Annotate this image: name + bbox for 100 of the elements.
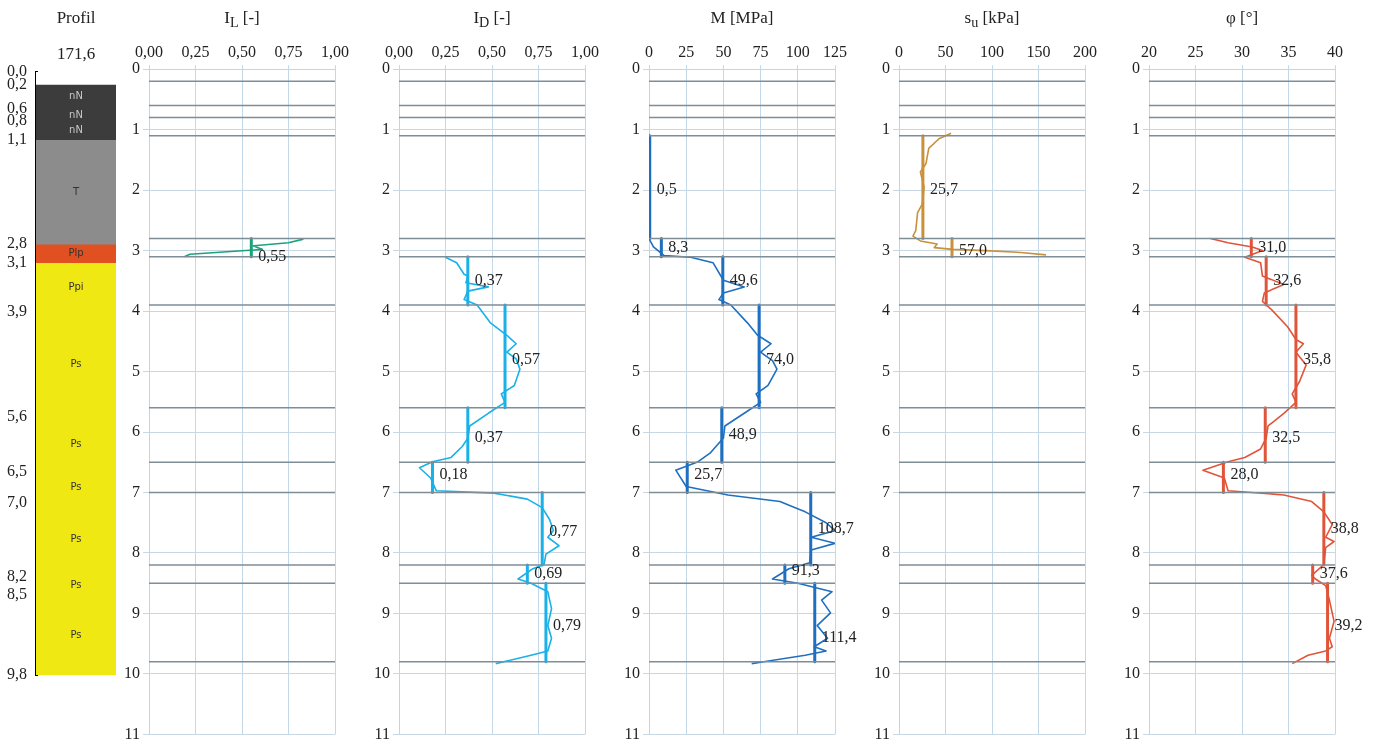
y-tick-label: 5 <box>632 361 640 379</box>
x-tick-label: 0,50 <box>478 42 506 60</box>
x-tick-label: 150 <box>1026 42 1051 60</box>
y-tick-label: 2 <box>1132 180 1140 198</box>
chart-title: φ [°] <box>1225 8 1259 28</box>
chart-title: s$_{u}$ [kPa] <box>964 8 1020 32</box>
y-tick-label: 10 <box>374 664 390 682</box>
y-tick-label: 9 <box>132 603 140 621</box>
y-tick-label: 11 <box>624 724 640 742</box>
y-tick-label: 6 <box>382 422 390 440</box>
y-tick-label: 6,5 <box>7 462 27 480</box>
annotation: 31,0 <box>1258 237 1287 255</box>
annotation: 48,9 <box>728 425 757 443</box>
x-tick-label: 0 <box>895 42 903 60</box>
x-tick-label: 0,25 <box>431 42 460 60</box>
y-tick-label: 2 <box>382 180 390 198</box>
series-label: nN <box>69 124 83 136</box>
x-tick-label: 35 <box>1280 42 1297 60</box>
annotation: 91,3 <box>791 561 820 579</box>
annotation: 74,0 <box>766 349 795 367</box>
y-tick-label: 4 <box>632 301 640 319</box>
y-tick-label: 7,0 <box>7 492 27 510</box>
y-tick-label: 7 <box>1132 482 1140 500</box>
y-tick-label: 1 <box>882 119 890 137</box>
y-tick-label: 11 <box>1124 724 1140 742</box>
y-tick-label: 2 <box>882 180 890 198</box>
y-tick-label: 5,6 <box>7 406 27 424</box>
y-tick-label: 11 <box>374 724 390 742</box>
x-tick-label: 0,25 <box>181 42 210 60</box>
x-tick-label: 1,00 <box>321 42 349 60</box>
y-tick-label: 7 <box>882 482 890 500</box>
x-tick-label: 50 <box>937 42 954 60</box>
annotation: 0,37 <box>474 271 503 289</box>
y-tick-label: 9,8 <box>7 665 27 683</box>
series-label: nN <box>69 90 83 102</box>
chart-title: M [MPa] <box>710 8 774 28</box>
chart-title: Profil <box>56 8 96 28</box>
y-tick-label: 2,8 <box>7 234 27 252</box>
x-tick-label: 75 <box>752 42 769 60</box>
series-label: nN <box>69 108 83 120</box>
y-tick-label: 0 <box>882 59 890 77</box>
y-tick-label: 10 <box>1124 664 1140 682</box>
y-tick-label: 10 <box>874 664 890 682</box>
y-tick-label: 6 <box>1132 422 1140 440</box>
y-tick-label: 5 <box>882 361 890 379</box>
series-label: Ps <box>70 480 82 492</box>
x-tick-label: 40 <box>1327 42 1343 60</box>
y-tick-label: 2 <box>632 180 640 198</box>
x-tick-label: 1,00 <box>571 42 599 60</box>
y-tick-label: 1 <box>1132 119 1140 137</box>
y-tick-label: 3 <box>882 240 890 258</box>
y-tick-label: 5 <box>382 361 390 379</box>
y-tick-label: 8 <box>1132 543 1140 561</box>
annotation: 8,3 <box>668 237 689 255</box>
y-tick-label: 8,2 <box>7 566 27 584</box>
series-label: Ps <box>70 357 82 369</box>
y-tick-label: 3 <box>1132 240 1140 258</box>
annotation: 0,5 <box>656 180 677 198</box>
series-label: Plp <box>68 247 84 259</box>
y-tick-label: 10 <box>624 664 640 682</box>
x-tick-label: 0 <box>645 42 653 60</box>
y-tick-label: 8 <box>632 543 640 561</box>
y-tick-label: 11 <box>874 724 890 742</box>
annotation: 49,6 <box>729 271 758 289</box>
x-tick-label: 0,00 <box>385 42 413 60</box>
annotation: 0,69 <box>534 564 563 582</box>
annotation: 0,79 <box>552 615 581 633</box>
y-tick-label: 6 <box>132 422 140 440</box>
y-tick-label: 0 <box>382 59 390 77</box>
y-tick-label: 4 <box>382 301 390 319</box>
y-tick-label: 8 <box>382 543 390 561</box>
y-tick-label: 6 <box>882 422 890 440</box>
series-label: Ps <box>70 628 82 640</box>
annotation: 35,8 <box>1302 349 1331 367</box>
y-tick-label: 8,5 <box>7 585 27 603</box>
series-label: Ppi <box>68 280 84 292</box>
x-tick-label: 25 <box>678 42 695 60</box>
chart-title: I$_{D}$ [-] <box>473 8 511 32</box>
annotation: 28,0 <box>1230 464 1259 482</box>
x-tick-label: 0,75 <box>274 42 303 60</box>
y-tick-label: 3 <box>382 240 390 258</box>
x-tick-label: 0,50 <box>228 42 256 60</box>
series-label: T <box>71 185 80 197</box>
x-tick-label: 100 <box>980 42 1004 60</box>
y-tick-label: 7 <box>132 482 140 500</box>
x-tick-label: 50 <box>715 42 732 60</box>
chart-subtitle: 171,6 <box>56 44 96 64</box>
y-tick-label: 9 <box>632 603 640 621</box>
x-tick-label: 0,75 <box>524 42 553 60</box>
y-tick-label: 5 <box>132 361 140 379</box>
y-tick-label: 8 <box>882 543 890 561</box>
series-label: Ps <box>70 533 82 545</box>
y-tick-label: 0 <box>632 59 640 77</box>
x-tick-label: 125 <box>823 42 847 60</box>
chart-title: I$_{L}$ [-] <box>224 8 260 32</box>
x-tick-label: 0,00 <box>135 42 163 60</box>
y-tick-label: 10 <box>124 664 140 682</box>
y-tick-label: 4 <box>1132 301 1140 319</box>
x-tick-label: 200 <box>1073 42 1097 60</box>
annotation: 25,7 <box>929 180 958 198</box>
